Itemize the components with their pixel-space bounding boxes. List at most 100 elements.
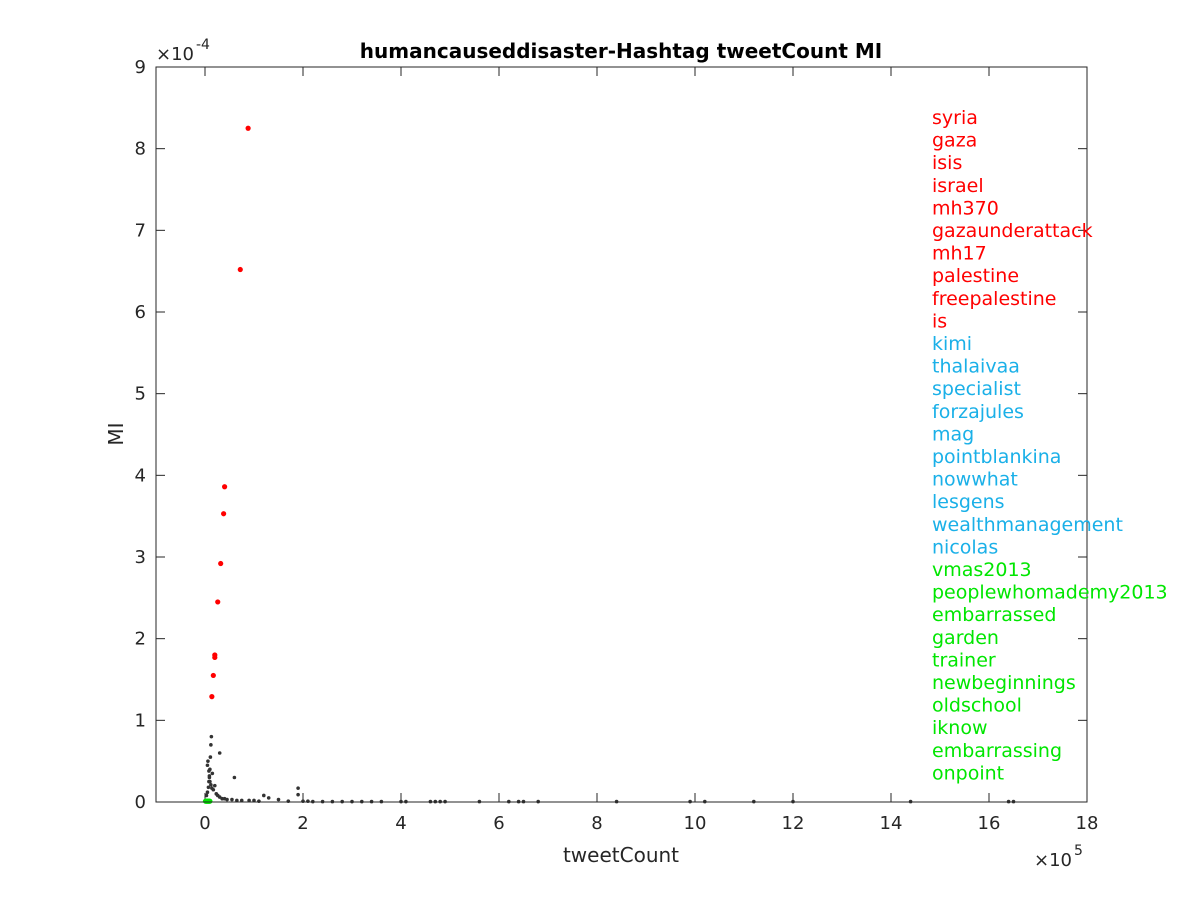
data-point [266,796,271,800]
data-point [245,125,251,131]
data-point [209,783,213,787]
legend-hashtag: newbeginnings [932,672,1076,694]
x-tick-label: 4 [395,813,406,834]
data-point [210,672,216,679]
data-point [206,759,210,763]
y-tick-label: 1 [135,710,146,731]
x-tick-label: 8 [591,813,602,834]
x-exponent-label: ×10 5 [1034,843,1083,871]
data-point [210,786,214,790]
legend-hashtag: peoplewhomademy2013 [932,582,1168,604]
data-point [212,654,218,661]
data-point [222,484,228,490]
data-point [230,797,234,802]
y-tick-label: 7 [135,220,146,241]
data-point [221,511,227,517]
data-point [218,560,224,567]
legend-hashtag: palestine [932,265,1019,287]
data-point [205,790,210,794]
legend-hashtag: forzajules [932,401,1024,423]
x-tick-label: 10 [684,813,707,834]
data-point [209,694,215,700]
legend-hashtag: trainer [932,649,996,671]
data-point [217,751,222,755]
data-point [252,798,256,803]
y-tick-label: 5 [135,384,146,405]
y-tick-label: 9 [135,57,146,78]
legend-hashtag: mh370 [932,197,999,219]
y-tick-label: 6 [135,302,146,323]
legend-hashtag: wealthmanagement [932,514,1123,536]
plot-frame [155,66,1088,803]
data-point [213,783,217,788]
legend-hashtag: embarrassed [932,604,1056,626]
y-exponent-base: ×10 [156,44,194,65]
y-tick-label: 2 [135,629,146,650]
data-point [207,798,213,804]
data-point [208,779,212,784]
chart-title: humancauseddisaster-Hashtag tweetCount M… [360,39,882,63]
y-exponent-power: -4 [196,37,210,53]
data-point [247,798,251,803]
data-point [296,786,300,790]
x-axis-label: tweetCount [563,843,679,867]
legend-hashtag: israel [932,175,984,197]
data-point [225,797,229,802]
legend-hashtag: gazaunderattack [932,220,1093,242]
legend-hashtag: vmas2013 [932,559,1032,581]
data-point [262,793,266,798]
legend-hashtag: nowwhat [932,469,1018,491]
data-point [209,743,213,747]
data-point [208,755,213,759]
legend-hashtag: mh17 [932,243,987,265]
legend-hashtag: oldschool [932,695,1022,717]
data-point [210,771,215,776]
legend-hashtag: freepalestine [932,288,1057,310]
data-point [206,785,211,790]
data-point [215,599,221,605]
data-point [232,775,237,780]
legend-hashtag: garden [932,627,999,649]
legend-hashtag: mag [932,423,974,445]
data-point [207,769,211,773]
legend-hashtag: thalaivaa [932,356,1020,378]
y-exponent-label: ×10 -4 [156,37,210,65]
data-point [296,792,300,797]
y-tick-label: 0 [135,792,146,813]
legend-hashtag: syria [932,107,978,129]
legend-hashtag: nicolas [932,536,998,558]
data-point [276,797,281,802]
legend-hashtag: isis [932,152,962,174]
y-tick-label: 4 [135,465,146,486]
x-exponent-base: ×10 [1034,850,1072,871]
x-tick-label: 12 [782,813,805,834]
data-point [235,798,239,803]
y-tick-label: 8 [135,139,146,160]
y-tick-label: 3 [135,547,146,568]
x-tick-label: 6 [493,813,504,834]
data-point [209,734,214,739]
data-point [207,774,212,778]
legend-hashtag: lesgens [932,491,1005,513]
x-tick-label: 14 [880,813,903,834]
x-tick-label: 18 [1076,813,1099,834]
x-exponent-power: 5 [1074,843,1083,859]
legend-hashtag: iknow [932,717,988,739]
x-tick-label: 0 [199,813,210,834]
legend-hashtag: specialist [932,378,1021,400]
legend-hashtag: embarrassing [932,740,1062,762]
x-tick-label: 2 [297,813,308,834]
legend-hashtag: gaza [932,130,977,152]
legend-hashtag: kimi [932,333,972,355]
legend-hashtag: onpoint [932,762,1004,784]
legend-hashtag: pointblankina [932,446,1061,468]
data-point [239,798,244,803]
data-point [237,266,243,273]
data-point [204,793,209,798]
x-tick-label: 16 [978,813,1001,834]
y-axis-label: MI [104,422,128,445]
legend-hashtag: is [932,310,947,332]
hashtag-legend: syriagazaisisisraelmh370gazaunderattackm… [932,107,1168,784]
